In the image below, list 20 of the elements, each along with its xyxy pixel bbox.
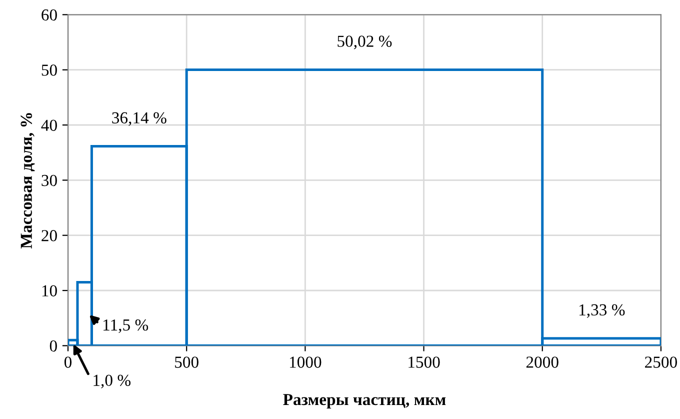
y-axis-title: Массовая доля, % [20, 113, 35, 248]
data-label: 1,0 % [94, 374, 131, 388]
y-tick-label: 20 [42, 230, 57, 242]
x-tick-label: 2000 [526, 356, 558, 368]
data-label: 1,33 % [580, 304, 625, 318]
y-tick-label: 10 [42, 285, 57, 296]
y-tick-label: 0 [50, 340, 57, 352]
y-tick-label: 30 [42, 174, 57, 186]
data-label: 50,02 % [338, 36, 392, 50]
y-tick-label: 50 [42, 64, 57, 76]
x-tick-label: 0 [64, 356, 72, 368]
x-tick-label: 2500 [645, 356, 677, 368]
x-tick-label: 1500 [408, 356, 440, 368]
x-axis-title: Размеры частиц, мкм [283, 394, 446, 409]
x-tick-label: 1000 [290, 356, 322, 368]
y-tick-label: 40 [41, 120, 57, 131]
data-label: 11,5 % [104, 319, 148, 334]
y-tick-label: 60 [42, 9, 57, 21]
x-tick-label: 500 [175, 356, 198, 368]
data-label: 36,14 % [112, 112, 166, 126]
